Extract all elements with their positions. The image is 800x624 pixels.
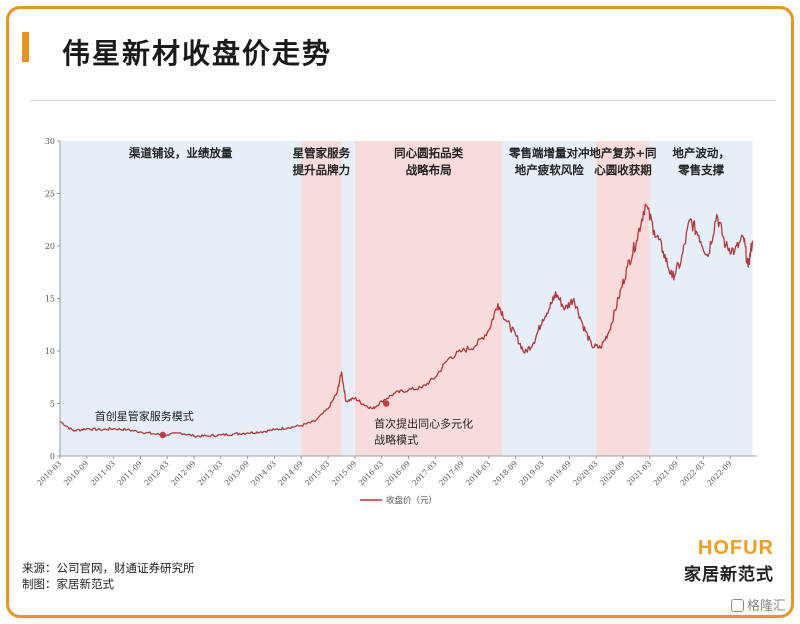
source-line: 来源：公司官网，财通证券研究所 xyxy=(22,561,195,575)
brand-logo-top: HOFUR xyxy=(697,537,774,559)
phase-label-1-0: 星管家服务 xyxy=(293,146,351,160)
title-divider xyxy=(30,100,776,101)
x-tick-label: 2021-09 xyxy=(652,459,681,488)
watermark-text: 格隆汇 xyxy=(746,599,786,614)
phase-label-0-0: 渠道铺设，业绩放量 xyxy=(128,146,233,160)
x-tick-label: 2018-09 xyxy=(491,459,520,488)
y-tick-label: 5 xyxy=(50,400,55,409)
brand-logo: HOFUR 家居新范式 xyxy=(684,537,774,585)
x-tick-label: 2019-09 xyxy=(544,459,573,488)
x-tick-label: 2014-03 xyxy=(249,459,278,488)
x-tick-label: 2012-03 xyxy=(142,459,171,488)
source-note: 来源：公司官网，财通证券研究所 制图：家居新范式 xyxy=(22,560,195,592)
x-tick-label: 2015-03 xyxy=(303,459,332,488)
x-tick-label: 2012-09 xyxy=(169,459,198,488)
x-tick-label: 2022-03 xyxy=(678,459,707,488)
watermark-icon xyxy=(730,599,744,612)
x-tick-label: 2011-09 xyxy=(115,459,144,488)
phase-label-3-0: 同心圆拓品类 xyxy=(394,146,463,160)
x-tick-label: 2022-09 xyxy=(705,459,734,488)
phase-band-0 xyxy=(60,141,302,456)
phase-band-1 xyxy=(301,141,342,456)
page-title: 伟星新材收盘价走势 xyxy=(62,37,333,70)
x-tick-label: 2010-03 xyxy=(35,459,64,488)
x-tick-label: 2010-09 xyxy=(62,459,91,488)
y-tick-label: 25 xyxy=(45,190,55,199)
phase-band-2 xyxy=(341,141,355,456)
x-tick-label: 2015-09 xyxy=(330,459,359,488)
x-tick-label: 2019-03 xyxy=(518,459,547,488)
legend-label: 收盘价（元） xyxy=(386,495,437,506)
phase-band-5 xyxy=(596,141,650,456)
brand-logo-bottom: 家居新范式 xyxy=(684,565,774,585)
phase-label-4-1: 地产疲软风险 xyxy=(515,163,584,177)
x-tick-label: 2014-09 xyxy=(276,459,305,488)
x-tick-label: 2018-03 xyxy=(464,459,493,488)
phase-label-6-0: 地产波动， xyxy=(672,146,730,160)
title-bar: 伟星新材收盘价走势 xyxy=(22,22,764,72)
x-tick-label: 2013-09 xyxy=(223,459,252,488)
price-series-line xyxy=(59,203,754,438)
annotation-label-0-0: 首创星管家服务模式 xyxy=(95,409,194,423)
y-tick-label: 20 xyxy=(45,242,55,251)
annotation-marker-0 xyxy=(159,431,166,439)
title-accent-bar xyxy=(22,32,29,62)
phase-label-3-1: 战略布局 xyxy=(406,163,452,177)
x-tick-label: 2013-03 xyxy=(196,459,225,488)
phase-label-5-1: 心圆收获期 xyxy=(594,163,652,177)
phase-band-3 xyxy=(354,141,503,456)
y-tick-label: 30 xyxy=(45,137,55,146)
watermark: 格隆汇 xyxy=(730,595,786,614)
phase-label-4-0: 零售端增量对冲 xyxy=(508,146,590,160)
y-tick-label: 10 xyxy=(45,347,55,356)
phase-label-1-1: 提升品牌力 xyxy=(293,163,351,177)
phase-label-6-1: 零售支撑 xyxy=(677,163,724,177)
x-tick-label: 2017-03 xyxy=(410,459,439,488)
x-tick-label: 2016-03 xyxy=(357,459,386,488)
annotation-label-1-1: 战略模式 xyxy=(374,433,418,447)
phase-band-6 xyxy=(649,141,753,456)
y-tick-label: 15 xyxy=(45,295,55,304)
x-tick-label: 2020-03 xyxy=(571,459,600,488)
y-tick-label: 0 xyxy=(50,452,55,461)
phase-band-4 xyxy=(502,141,597,456)
annotation-marker-1 xyxy=(382,400,390,407)
x-tick-label: 2021-03 xyxy=(625,459,654,488)
x-tick-label: 2011-03 xyxy=(89,459,118,488)
annotation-label-1-0: 首次提出同心多元化 xyxy=(374,417,473,431)
x-tick-label: 2016-09 xyxy=(384,459,413,488)
x-tick-label: 2020-09 xyxy=(598,459,627,488)
x-tick-label: 2017-09 xyxy=(437,459,466,488)
maker-line: 制图：家居新范式 xyxy=(22,577,114,591)
phase-label-5-0: 地产复苏+同 xyxy=(589,146,656,160)
